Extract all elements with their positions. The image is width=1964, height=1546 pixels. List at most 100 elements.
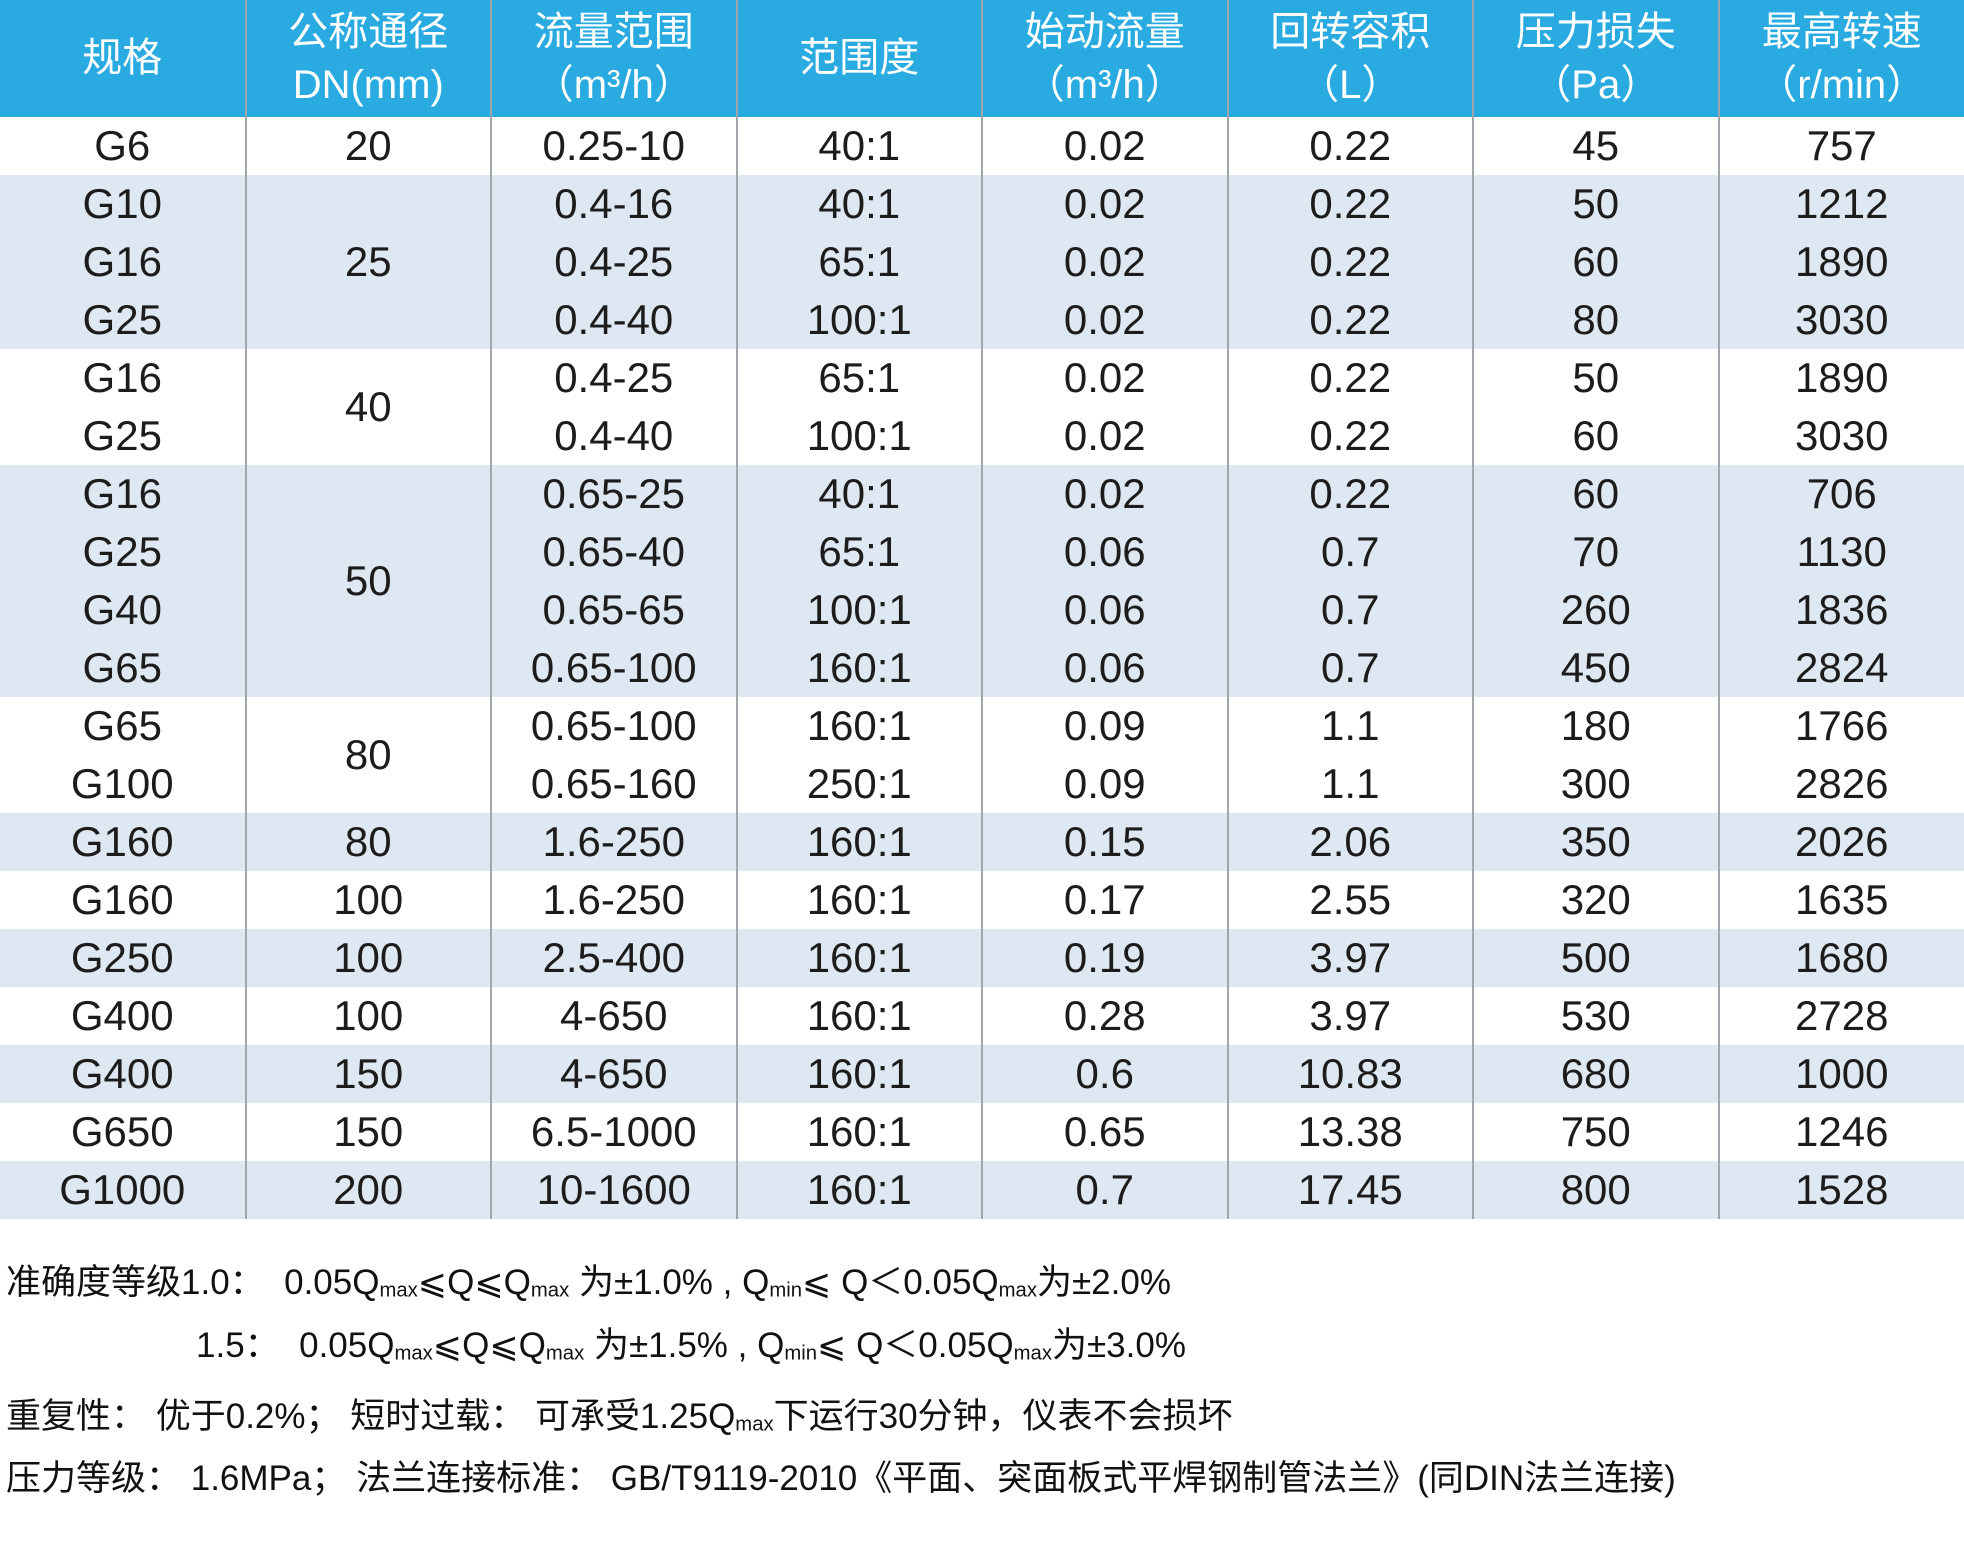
table-header: 规格 公称通径 DN(mm) 流量范围 （m³/h） 范围度 始动流量: [0, 0, 1964, 117]
table-row: G400 150 4-650 160:1 0.6 10.83 680 1000: [0, 1045, 1964, 1103]
start-flow-cell: 0.02: [982, 233, 1229, 291]
column-header-dn: 公称通径 DN(mm): [245, 0, 492, 117]
max-speed-cell: 3030: [1718, 407, 1964, 465]
flow-range-cell: 0.65-40: [491, 523, 738, 581]
rangeability-cell: 160:1: [736, 871, 983, 929]
pressure-loss-cell: 800: [1473, 1161, 1720, 1219]
pressure-loss-cell: 45: [1473, 117, 1720, 175]
dn-cell: 25: [245, 175, 492, 349]
max-speed-cell: 2728: [1718, 987, 1964, 1045]
spec-cell: G65: [0, 697, 247, 755]
table-row: G16 50 0.65-25 40:1 0.02 0.22 60 706: [0, 465, 1964, 697]
flow-range-cell: 2.5-400: [491, 929, 738, 987]
flow-range-cell: 0.4-25: [491, 233, 738, 291]
pressure-loss-cell: 180: [1473, 697, 1720, 755]
note-text: 为±2.0%: [1036, 1263, 1171, 1302]
flow-range-cell: 4-650: [491, 1045, 738, 1103]
pressure-loss-cell: 60: [1473, 465, 1720, 523]
column-header-flow-range: 流量范围 （m³/h）: [491, 0, 738, 117]
start-flow-cell: 0.06: [982, 523, 1229, 581]
table-row: G65 80 0.65-100 160:1 0.09 1.1 180 1766: [0, 697, 1964, 813]
rotary-volume-cell: 0.22: [1227, 465, 1474, 523]
column-header-unit: （m³/h）: [533, 62, 694, 107]
column-header-label: 压力损失: [1515, 9, 1676, 54]
rotary-volume-cell: 0.7: [1227, 581, 1474, 639]
start-flow-cell: 0.65: [982, 1103, 1229, 1161]
rotary-volume-cell: 2.06: [1227, 813, 1474, 871]
spec-cell: G10: [0, 175, 247, 233]
note-line: 准确度等级1.0： 0.05Qmax⩽Q⩽Qmax 为±1.0% , Qmin⩽…: [6, 1261, 1954, 1306]
table-row: G250 100 2.5-400 160:1 0.19 3.97 500 1680: [0, 929, 1964, 987]
spec-cell: G16: [0, 233, 247, 291]
subscript-text: max: [998, 1279, 1037, 1302]
rangeability-cell: 65:1: [736, 349, 983, 407]
dn-cell: 100: [245, 929, 492, 987]
dn-cell: 40: [245, 349, 492, 465]
flow-range-cell: 0.4-40: [491, 291, 738, 349]
spec-sheet: 规格 公称通径 DN(mm) 流量范围 （m³/h） 范围度 始动流量: [0, 0, 1964, 1499]
pressure-loss-cell: 320: [1473, 871, 1720, 929]
table-row: G160 80 1.6-250 160:1 0.15 2.06 350 2026: [0, 813, 1964, 871]
pressure-loss-cell: 80: [1473, 291, 1720, 349]
start-flow-cell: 0.02: [982, 117, 1229, 175]
spec-cell: G400: [0, 1045, 247, 1103]
column-header-pressure-loss: 压力损失 （Pa）: [1473, 0, 1720, 117]
start-flow-cell: 0.28: [982, 987, 1229, 1045]
pressure-loss-cell: 60: [1473, 233, 1720, 291]
subscript-text: max: [379, 1279, 418, 1302]
rotary-volume-cell: 0.7: [1227, 523, 1474, 581]
column-header-label: 规格: [82, 36, 163, 81]
pressure-loss-cell: 260: [1473, 581, 1720, 639]
start-flow-cell: 0.02: [982, 291, 1229, 349]
spec-cell: G100: [0, 755, 247, 813]
pressure-loss-cell: 350: [1473, 813, 1720, 871]
note-text: 为±1.5% , Q: [584, 1325, 785, 1365]
rotary-volume-cell: 2.55: [1227, 871, 1474, 929]
start-flow-cell: 0.06: [982, 639, 1229, 697]
rangeability-cell: 100:1: [736, 291, 983, 349]
table-body: G6 20 0.25-10 40:1 0.02 0.22 45 757 G10 25 0.4-16 4…: [0, 117, 1964, 1219]
rangeability-cell: 65:1: [736, 523, 983, 581]
subscript-text: max: [530, 1279, 570, 1302]
column-header-label: 始动流量: [1024, 9, 1185, 54]
note-text: ⩽ Q＜0.05Q: [817, 1325, 1014, 1365]
subscript-text: min: [769, 1279, 803, 1302]
max-speed-cell: 1000: [1718, 1045, 1964, 1103]
start-flow-cell: 0.17: [982, 871, 1229, 929]
rotary-volume-cell: 0.22: [1227, 117, 1474, 175]
rotary-volume-cell: 10.83: [1227, 1045, 1474, 1103]
dn-cell: 100: [245, 987, 492, 1045]
note-line: 重复性： 优于0.2%； 短时过载： 可承受1.25Qmax下运行30分钟，仪表…: [6, 1395, 1954, 1440]
max-speed-cell: 1635: [1718, 871, 1964, 929]
column-header-max-speed: 最高转速 （r/min）: [1718, 0, 1964, 117]
table-row: G65 0.65-100 160:1 0.06 0.7 450 2824: [0, 639, 1964, 697]
start-flow-cell: 0.06: [982, 581, 1229, 639]
spec-cell: G25: [0, 291, 247, 349]
note-line: 1.5： 0.05Qmax⩽Q⩽Qmax 为±1.5% , Qmin⩽ Q＜0.…: [6, 1324, 1954, 1369]
start-flow-cell: 0.02: [982, 465, 1229, 523]
flow-range-cell: 4-650: [491, 987, 738, 1045]
pressure-loss-cell: 450: [1473, 639, 1720, 697]
start-flow-cell: 0.7: [982, 1161, 1229, 1219]
flow-range-cell: 1.6-250: [491, 813, 738, 871]
flow-range-cell: 0.4-25: [491, 349, 738, 407]
rotary-volume-cell: 0.7: [1227, 639, 1474, 697]
note-text: 下运行30分钟，仪表不会损坏: [773, 1396, 1233, 1436]
rangeability-cell: 65:1: [736, 233, 983, 291]
start-flow-cell: 0.02: [982, 175, 1229, 233]
dn-cell: 150: [245, 1103, 492, 1161]
column-header-label: 流量范围: [533, 9, 694, 54]
rotary-volume-cell: 3.97: [1227, 929, 1474, 987]
spec-cell: G650: [0, 1103, 247, 1161]
rangeability-cell: 100:1: [736, 581, 983, 639]
rangeability-cell: 160:1: [736, 813, 983, 871]
note-text: 压力等级： 1.6MPa； 法兰连接标准： GB/T9119-2010《平面、突…: [6, 1459, 1676, 1499]
table-row: G16 0.4-25 65:1 0.02 0.22 60 1890: [0, 233, 1964, 291]
flow-range-cell: 0.65-160: [491, 755, 738, 813]
note-text: 准确度等级1.0： 0.05Q: [6, 1263, 380, 1302]
max-speed-cell: 1766: [1718, 697, 1964, 755]
start-flow-cell: 0.02: [982, 349, 1229, 407]
max-speed-cell: 1130: [1718, 523, 1964, 581]
pressure-loss-cell: 300: [1473, 755, 1720, 813]
spec-cell: G40: [0, 581, 247, 639]
